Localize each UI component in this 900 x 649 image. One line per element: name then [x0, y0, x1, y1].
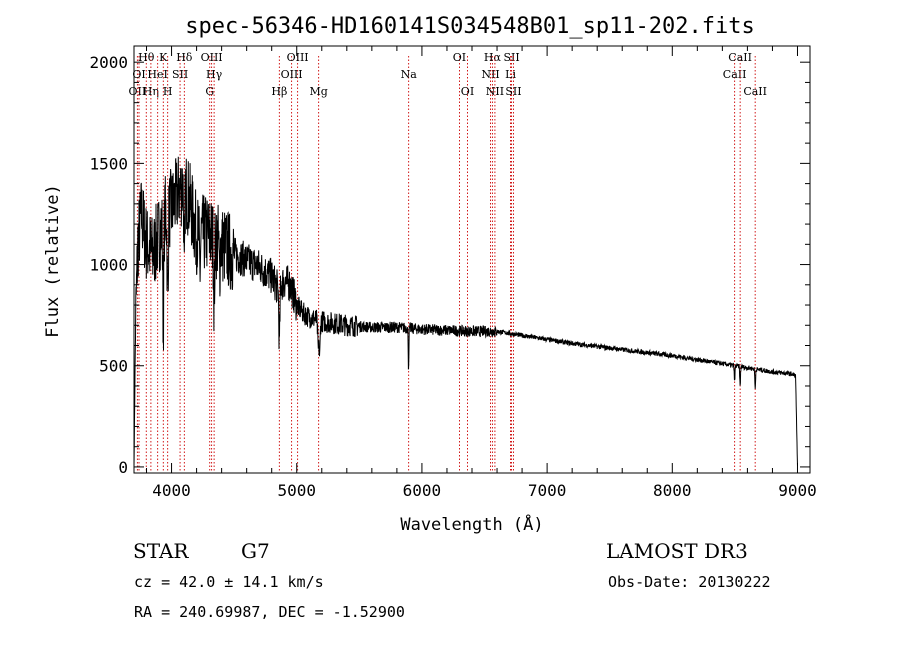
- coordinates: RA = 240.69987, DEC = -1.52900: [134, 603, 405, 621]
- spectral-line-label: OI: [461, 85, 474, 98]
- redshift-value: cz = 42.0 ± 14.1 km/s: [134, 573, 324, 591]
- spectrum-series: [133, 156, 798, 467]
- x-tick-label: 6000: [403, 481, 442, 500]
- y-tick-label: 0: [118, 458, 128, 477]
- spectral-line-label: OIII: [287, 51, 309, 64]
- spectral-line-label: Hβ: [271, 85, 287, 98]
- plot-frame: [133, 45, 811, 474]
- spectral-line-label: OIII: [281, 68, 303, 81]
- spectral-line-label: SII: [503, 51, 519, 64]
- spectral-line-label: Li: [505, 68, 516, 81]
- spectral-line-label: HeI: [147, 68, 167, 81]
- x-tick-label: 7000: [528, 481, 567, 500]
- spectral-line-label: Hη: [143, 85, 159, 98]
- y-tick-label: 1000: [89, 256, 128, 275]
- spectral-line-label: CaII: [723, 68, 747, 81]
- spectral-line-label: H: [163, 85, 173, 98]
- spectral-line-label: SII: [172, 68, 188, 81]
- spectral-line-label: OIII: [201, 51, 223, 64]
- x-tick-label: 8000: [653, 481, 692, 500]
- y-tick-label: 2000: [89, 53, 128, 72]
- spectral-line-label: G: [205, 85, 214, 98]
- x-axis-label: Wavelength (Å): [400, 513, 543, 535]
- survey-name: LAMOST DR3: [606, 539, 748, 563]
- y-tick-label: 1500: [89, 154, 128, 173]
- x-tick-label: 5000: [277, 481, 316, 500]
- spectral-line-label: NII: [481, 68, 499, 81]
- spectral-line-label: CaII: [728, 51, 752, 64]
- flux-line: [133, 156, 798, 467]
- spectral-line-label: Hγ: [206, 68, 223, 81]
- y-tick-label: 500: [99, 357, 128, 376]
- spectral-line-label: Na: [401, 68, 418, 81]
- spectral-line-label: OI: [132, 68, 145, 81]
- spectral-line-label: CaII: [743, 85, 767, 98]
- spectral-line-label: Hδ: [176, 51, 193, 64]
- spectral-line-label: K: [159, 51, 168, 64]
- spectral-line-label: SII: [505, 85, 521, 98]
- plot-axes: 4000 5000 6000 7000 8000 9000 0 500 1000 1500 2000: [89, 45, 817, 500]
- chart-title: spec-56346-HD160141S034548B01_sp11-202.f…: [185, 14, 755, 39]
- spectral-line-label: OII: [129, 85, 147, 98]
- spectral-line-label: Mg: [309, 85, 327, 98]
- x-tick-label: 9000: [778, 481, 817, 500]
- spectral-line-label: NII: [486, 85, 504, 98]
- object-type: STAR: [133, 539, 189, 563]
- spectral-line-label: Hα: [484, 51, 502, 64]
- observation-date: Obs-Date: 20130222: [608, 573, 771, 591]
- spectral-line-label: OI: [453, 51, 466, 64]
- y-axis-label: Flux (relative): [43, 184, 63, 338]
- spectral-line-markers: OIIOIHθHηHeIKHSIIHδGOIIIHγHβOIIIOIIIMgNa…: [129, 51, 767, 473]
- x-tick-label: 4000: [152, 481, 191, 500]
- spectral-subclass: G7: [241, 539, 270, 563]
